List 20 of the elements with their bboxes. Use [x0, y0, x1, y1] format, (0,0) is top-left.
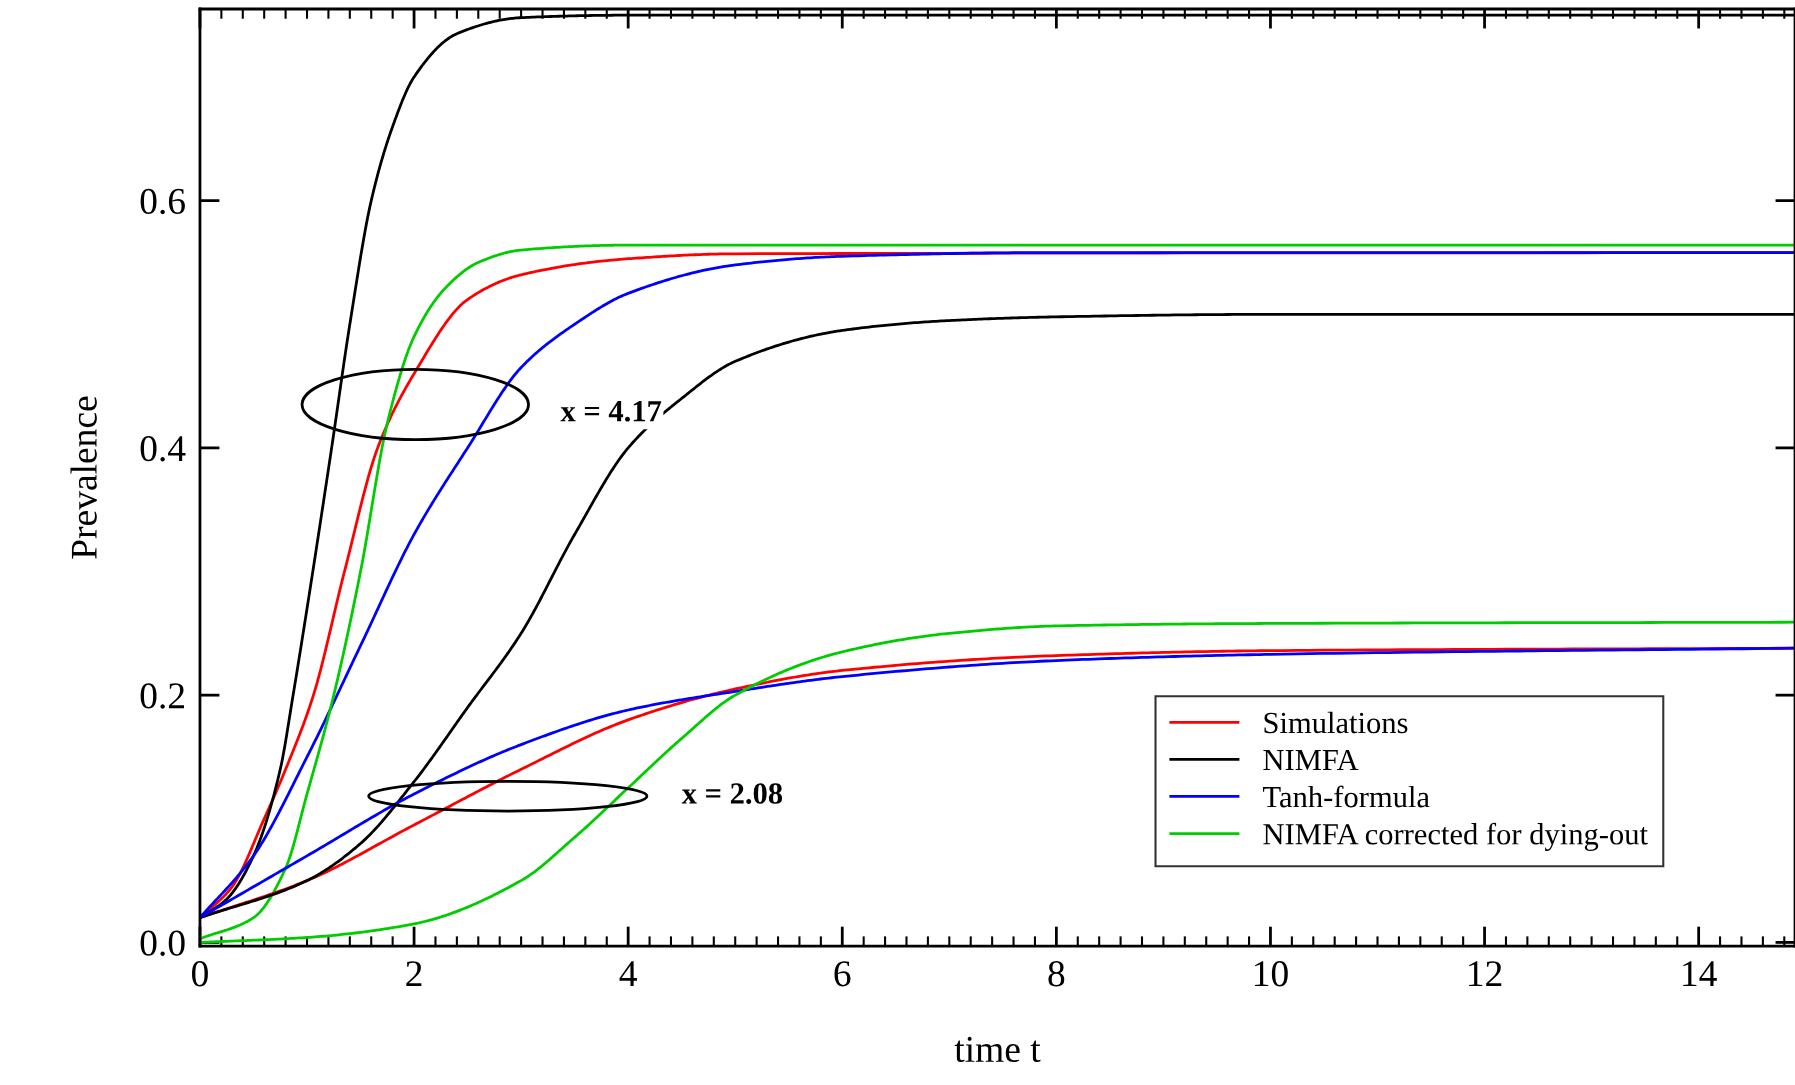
x-tick-label: 6 [834, 961, 851, 987]
legend-label: NIMFA corrected for dying-out [1263, 822, 1648, 851]
x-tick-label: 10 [1255, 961, 1288, 987]
x-axis-title: time t [954, 1036, 1041, 1063]
y-tick-label: 0.4 [140, 435, 186, 462]
annotation: x = 4.17 [560, 401, 662, 422]
y-tick-label: 0.2 [140, 683, 185, 709]
x-tick-label: 12 [1469, 961, 1502, 987]
legend-label: Tanh-formula [1263, 785, 1430, 808]
legend-label: NIMFA [1263, 749, 1359, 771]
x-tick-label: 0 [192, 961, 208, 987]
legend-label: Simulations [1264, 711, 1408, 734]
x-tick-label: 8 [1048, 961, 1065, 987]
y-tick-label: 0.6 [140, 188, 185, 215]
x-tick-label: 14 [1683, 961, 1717, 987]
annotation: x = 2.08 [681, 783, 783, 804]
y-tick-label: 0.0 [140, 930, 185, 956]
y-axis-title: Prevalence [70, 396, 97, 559]
x-tick-label: 2 [406, 961, 422, 987]
x-tick-label: 4 [619, 961, 637, 987]
